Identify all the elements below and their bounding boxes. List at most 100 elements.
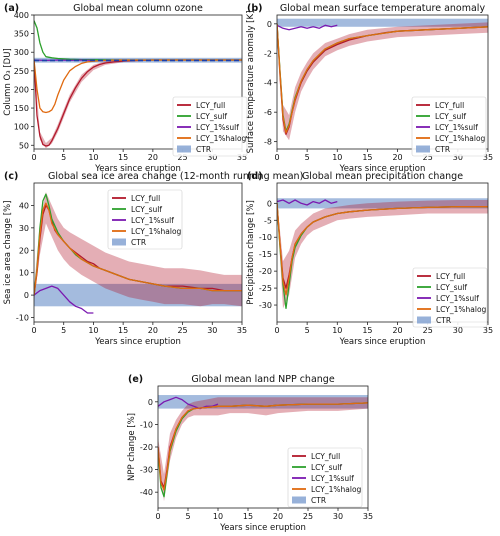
y-tick-label: -4 — [264, 79, 272, 88]
chart-title: Global mean land NPP change — [191, 374, 335, 385]
y-tick-label: 10 — [19, 269, 29, 278]
x-tick-label: 15 — [362, 326, 372, 335]
legend-box — [287, 447, 363, 508]
y-tick-label: -20 — [140, 443, 153, 452]
y-tick-label: 400 — [14, 11, 29, 20]
y-tick-label: 100 — [14, 123, 29, 132]
x-tick-label: 5 — [61, 326, 66, 335]
x-axis-label: Years since eruption — [219, 523, 306, 533]
x-tick-label: 30 — [207, 326, 217, 335]
y-tick-label: -30 — [140, 466, 153, 475]
legend-label-lcy-sulf: LCY_sulf — [311, 463, 342, 472]
legend-box — [411, 96, 487, 157]
x-tick-label: 0 — [31, 153, 36, 162]
y-tick-label: 300 — [14, 48, 29, 57]
legend-label-ctr: CTR — [311, 496, 326, 505]
plot-area — [158, 395, 368, 502]
legend-label-lcy-1pcthalog: LCY_1%halog — [435, 134, 486, 143]
y-axis-label: Precipitation change [%] — [246, 200, 256, 305]
series-line-lcy-1pctsulf — [158, 396, 219, 410]
x-tick-label: 25 — [177, 326, 187, 335]
series-line-lcy-1pcthalog — [34, 202, 242, 296]
legend: LCY_full LCY_sulf LCY_1%sulf LCY_1%halog CTR — [107, 189, 183, 250]
ctr-band — [277, 18, 488, 27]
y-tick-label: -10 — [140, 420, 153, 429]
x-axis-label: Years since eruption — [94, 164, 181, 174]
y-tick-label: 0 — [148, 398, 153, 407]
y-tick-label: -2 — [264, 49, 272, 58]
legend-label-lcy-sulf: LCY_sulf — [131, 205, 162, 214]
y-tick-label: -25 — [259, 284, 272, 293]
y-tick-label: -6 — [264, 108, 272, 117]
legend-label-lcy-1pcthalog: LCY_1%halog — [436, 305, 487, 314]
axes-frame — [33, 182, 243, 323]
x-tick-label: 35 — [237, 153, 247, 162]
legend-label-lcy-full: LCY_full — [435, 101, 464, 110]
panel-e: 0 5 10 15 20 25 30 35 -40 -30 -20 -10 0 Years since e… — [127, 374, 373, 533]
legend-label-ctr: CTR — [196, 145, 211, 154]
y-tick-label: 50 — [19, 141, 29, 150]
legend-swatch-ctr — [292, 496, 306, 504]
ctr-band — [277, 198, 488, 209]
y-tick-label: -40 — [140, 488, 153, 497]
y-axis-label: Sea ice area change [%] — [3, 201, 13, 305]
legend-label-lcy-full: LCY_full — [311, 452, 340, 461]
y-axis-label: Surface temperature anomaly [K] — [246, 11, 256, 154]
y-tick-label: 150 — [14, 104, 29, 113]
band-lcy-full — [277, 20, 488, 141]
legend-label-lcy-1pctsulf: LCY_1%sulf — [436, 294, 479, 303]
x-tick-label: 35 — [483, 153, 493, 162]
panel-b: 0 5 10 15 20 25 30 35 -8 -6 -4 -2 0 Years since erupt… — [246, 3, 493, 174]
x-tick-label: 0 — [274, 153, 279, 162]
x-tick-label: 30 — [453, 153, 463, 162]
y-tick-label: -20 — [259, 267, 272, 276]
x-tick-label: 5 — [185, 512, 190, 521]
x-tick-label: 0 — [31, 326, 36, 335]
y-tick-label: 0 — [24, 291, 29, 300]
x-tick-label: 10 — [88, 326, 98, 335]
x-tick-label: 10 — [88, 153, 98, 162]
series-line-lcy-1pctsulf — [277, 24, 338, 31]
x-tick-label: 10 — [213, 512, 223, 521]
x-axis-label: Years since eruption — [339, 337, 426, 347]
panel-id: (b) — [247, 3, 262, 14]
legend-swatch-ctr — [416, 145, 430, 153]
legend: LCY_full LCY_sulf LCY_1%sulf LCY_1%halog CTR — [411, 96, 487, 157]
panel-a: 0 5 10 15 20 25 30 35 50 100 150 200 250 300 350 400 Yea… — [3, 3, 248, 174]
y-tick-label: -10 — [259, 233, 272, 242]
legend-label-ctr: CTR — [131, 238, 146, 247]
legend-label-lcy-full: LCY_full — [131, 194, 160, 203]
series-line-lcy-1pctsulf — [277, 199, 338, 206]
x-tick-label: 20 — [148, 326, 158, 335]
x-tick-label: 35 — [237, 326, 247, 335]
panel-id: (c) — [4, 171, 18, 182]
chart-title: Global mean column ozone — [73, 3, 203, 14]
x-tick-label: 20 — [148, 153, 158, 162]
legend-box — [412, 267, 488, 328]
x-tick-label: 25 — [423, 326, 433, 335]
panel-id: (e) — [128, 374, 143, 385]
panel-id: (a) — [4, 3, 19, 14]
x-tick-label: 0 — [155, 512, 160, 521]
legend: LCY_full LCY_sulf LCY_1%sulf LCY_1%halog CTR — [287, 447, 363, 508]
y-tick-label: 200 — [14, 85, 29, 94]
series-line-lcy-1pcthalog — [277, 23, 488, 134]
x-tick-label: 25 — [423, 153, 433, 162]
chart-title: Global sea ice area change (12-month run… — [48, 171, 303, 182]
x-tick-label: 15 — [243, 512, 253, 521]
x-tick-label: 20 — [392, 153, 402, 162]
legend-label-lcy-1pcthalog: LCY_1%halog — [311, 485, 362, 494]
legend-label-lcy-full: LCY_full — [436, 272, 465, 281]
legend-box — [172, 96, 248, 157]
ctr-band — [158, 395, 368, 409]
x-tick-label: 35 — [483, 326, 493, 335]
x-tick-label: 20 — [392, 326, 402, 335]
band-lcy-full — [158, 397, 368, 502]
legend: LCY_full LCY_sulf LCY_1%sulf LCY_1%halog CTR — [172, 96, 248, 157]
legend-label-ctr: CTR — [435, 145, 450, 154]
series-line-lcy-sulf — [34, 20, 242, 61]
x-tick-label: 15 — [118, 326, 128, 335]
legend-label-ctr: CTR — [436, 316, 451, 325]
legend-label-lcy-1pctsulf: LCY_1%sulf — [131, 216, 174, 225]
